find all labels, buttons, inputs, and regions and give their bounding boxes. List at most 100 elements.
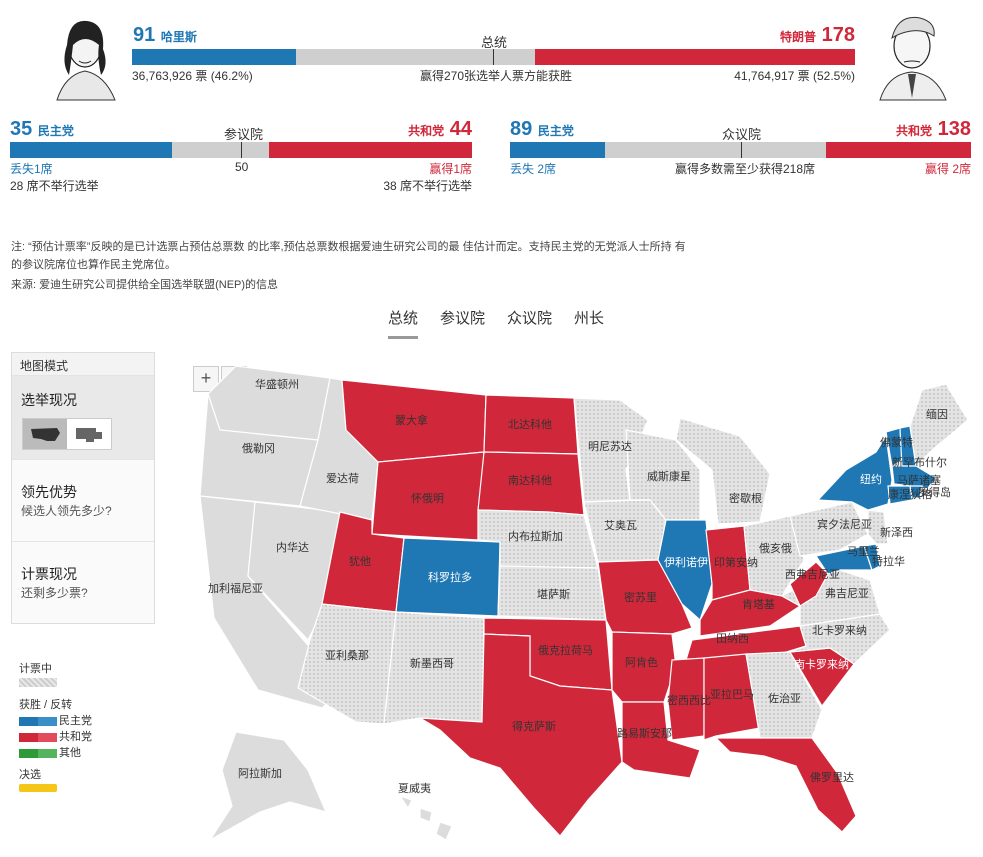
label-hi: 夏威夷	[398, 782, 431, 795]
trump-ev-number: 178	[821, 24, 855, 46]
counting-swatch	[19, 677, 57, 687]
trump-bar-segment	[534, 49, 855, 65]
mode-lead-margin-label: 领先优势	[21, 484, 77, 500]
map-mode-panel: 地图模式 选举现况 领先优势 候选人领先多少? 计票现况 还剩多少票?	[11, 352, 155, 624]
legend-runoff: 决选	[19, 766, 59, 794]
harris-name: 哈里斯	[160, 30, 197, 44]
map-style-toggle	[22, 418, 112, 450]
senate-rep-label: 共和党	[408, 124, 445, 138]
house-rep-label: 共和党	[896, 124, 933, 138]
senate-dem-count: 35 民主党	[10, 118, 74, 141]
legend-runoff-label: 决选	[19, 769, 41, 781]
senate-majority-line	[241, 142, 242, 158]
house-rep-number: 138	[937, 118, 971, 140]
trump-electoral-votes: 特朗普 178	[780, 24, 855, 47]
state-ny[interactable]	[816, 434, 893, 511]
label-sd: 南达科他	[508, 473, 552, 487]
label-nv: 内华达	[276, 540, 309, 554]
label-ia: 艾奥瓦	[604, 518, 637, 532]
trump-popular-vote: 41,764,917 票 (52.5%)	[734, 69, 855, 83]
label-ma: 马萨诸塞	[897, 473, 941, 487]
label-co: 科罗拉多	[428, 570, 472, 584]
label-fl: 佛罗里达	[810, 771, 854, 784]
state-pa[interactable]	[789, 501, 869, 557]
harris-portrait	[35, 5, 135, 105]
tab-president[interactable]: 总统	[388, 310, 419, 327]
label-in: 印第安纳	[714, 555, 758, 569]
tab-house[interactable]: 众议院	[507, 310, 553, 327]
state-tx[interactable]	[419, 633, 623, 837]
rep-swatch	[19, 732, 57, 742]
label-nd: 北达科他	[508, 417, 552, 431]
label-ga: 佐治亚	[768, 691, 801, 705]
state-hi[interactable]	[398, 794, 453, 841]
state-la[interactable]	[621, 701, 701, 779]
label-ky: 肯塔基	[742, 598, 775, 611]
state-ma[interactable]	[891, 465, 937, 489]
legend-win-flip-label: 获胜 / 反转	[19, 699, 73, 711]
legend-counting-label: 计票中	[19, 663, 52, 675]
state-fl[interactable]	[714, 737, 857, 833]
tab-governor[interactable]: 州长	[574, 310, 605, 327]
zoom-in-button[interactable]: +	[193, 366, 219, 392]
state-ga[interactable]	[745, 651, 823, 739]
label-wa: 华盛顿州	[255, 377, 299, 391]
house-progress-bar	[510, 142, 971, 158]
geographic-map-button[interactable]	[23, 419, 67, 449]
label-sc: 南卡罗来纳	[794, 658, 849, 671]
state-al[interactable]	[703, 653, 761, 741]
senate-progress-bar	[10, 142, 472, 158]
us-map-icon	[31, 428, 60, 441]
mode-lead-margin[interactable]: 领先优势 候选人领先多少?	[12, 459, 154, 542]
label-nc: 北卡罗来纳	[812, 624, 867, 637]
label-ca: 加利福尼亚	[208, 581, 263, 595]
label-va: 弗吉尼亚	[825, 586, 869, 600]
house-title: 众议院	[722, 127, 762, 142]
senate-rep-count: 共和党 44	[400, 118, 472, 141]
president-title: 总统	[481, 35, 508, 50]
state-wv[interactable]	[789, 561, 829, 607]
senate-dem-label: 民主党	[37, 124, 74, 138]
label-ri: 罗得岛	[918, 485, 951, 499]
senate-dem-number: 35	[10, 118, 33, 140]
legend-dem-label: 民主党	[59, 715, 92, 727]
state-ak[interactable]	[209, 731, 328, 841]
legend-counting: 计票中	[19, 660, 59, 688]
label-mo: 密苏里	[624, 590, 657, 604]
state-nj[interactable]	[867, 509, 889, 545]
label-az: 亚利桑那	[325, 649, 369, 662]
other-swatch	[19, 748, 57, 758]
label-oh: 俄亥俄	[759, 541, 792, 555]
state-oh[interactable]	[743, 515, 805, 597]
state-md[interactable]	[815, 545, 873, 575]
state-ct[interactable]	[887, 485, 913, 505]
label-vt: 佛蒙特	[880, 435, 913, 449]
label-nh: 新罕布什尔	[892, 455, 947, 469]
house-dem-segment	[510, 142, 605, 158]
hex-map-button[interactable]	[67, 419, 111, 449]
label-ar: 阿肯色	[625, 655, 658, 669]
senate-dem-change: 丢失1席	[10, 162, 53, 176]
mode-lead-margin-subtitle: 候选人领先多少?	[21, 504, 112, 518]
harris-popular-vote: 36,763,926 票 (46.2%)	[132, 69, 253, 83]
senate-mid-label: 50	[235, 160, 249, 174]
legend-rep-label: 共和党	[59, 731, 92, 743]
state-de[interactable]	[863, 543, 881, 571]
senate-rep-segment	[269, 142, 472, 158]
tab-senate[interactable]: 参议院	[440, 310, 486, 327]
state-nc[interactable]	[789, 613, 891, 665]
state-wa[interactable]	[207, 365, 331, 441]
state-tn[interactable]	[685, 625, 807, 661]
state-ms[interactable]	[667, 657, 705, 741]
label-la: 路易斯安那	[617, 726, 672, 740]
mode-election-status[interactable]: 选举现况	[12, 375, 154, 460]
mode-count-status-label: 计票现况	[21, 566, 77, 582]
label-md: 马里兰	[847, 545, 880, 558]
house-majority-line	[741, 142, 742, 158]
senate-dem-segment	[10, 142, 172, 158]
state-mi[interactable]	[675, 417, 771, 525]
state-me[interactable]	[909, 383, 969, 468]
mode-count-status[interactable]: 计票现况 还剩多少票?	[12, 541, 154, 624]
label-de: 特拉华	[872, 554, 905, 568]
label-il: 伊利诺伊	[664, 556, 708, 569]
